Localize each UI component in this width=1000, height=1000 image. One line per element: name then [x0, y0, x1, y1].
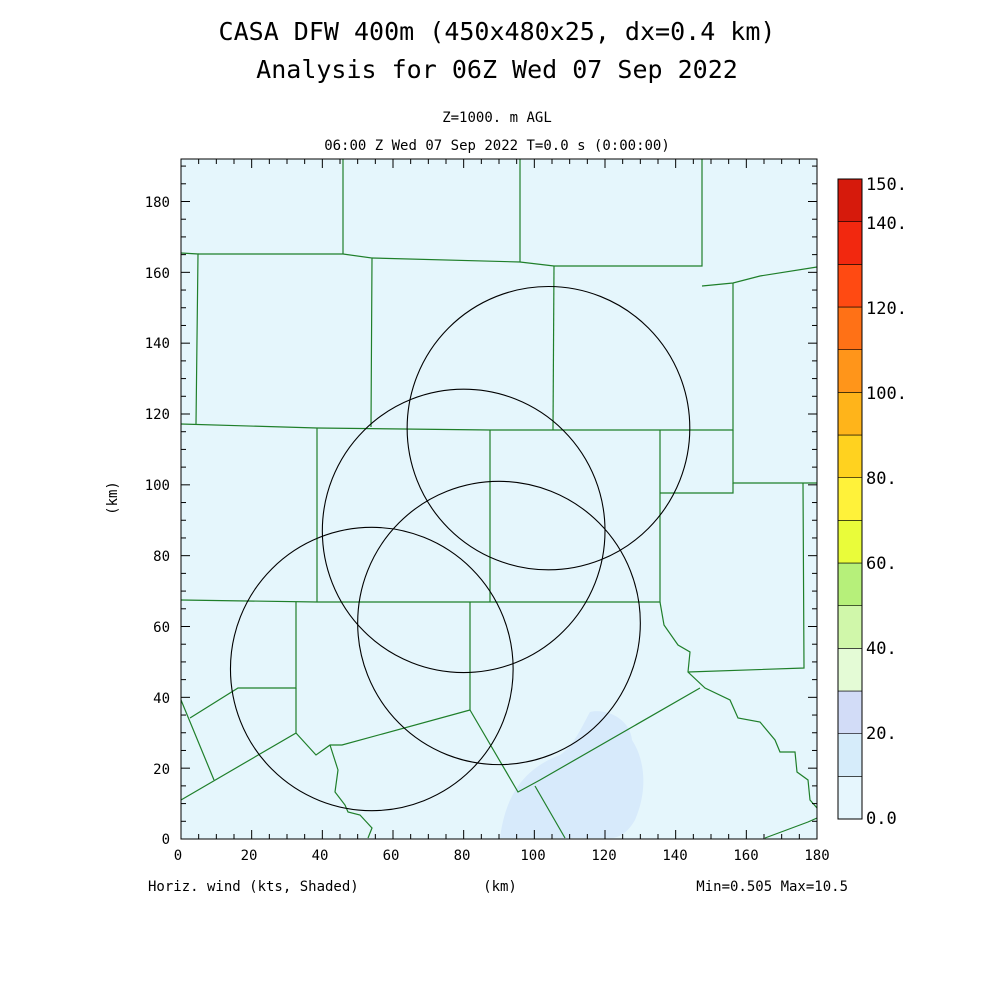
weak-wind-patch — [500, 711, 644, 838]
colorbar-swatch — [837, 690, 863, 734]
colorbar-frame — [837, 178, 863, 820]
x-tick-label: 80 — [454, 848, 471, 864]
colorbar-label: 20. — [866, 724, 897, 744]
title-line-1: CASA DFW 400m (450x480x25, dx=0.4 km) — [219, 17, 776, 46]
colorbar-label: 60. — [866, 554, 897, 574]
colorbar-swatch — [837, 776, 863, 820]
colorbar-label: 100. — [866, 384, 907, 404]
time-label: 06:00 Z Wed 07 Sep 2022 T=0.0 s (0:00:00… — [324, 138, 670, 154]
y-axis-label: (km) — [105, 481, 121, 515]
level-label: Z=1000. m AGL — [442, 110, 552, 126]
y-tick-label: 20 — [153, 762, 170, 778]
colorbar-swatch — [837, 264, 863, 308]
county-line — [764, 817, 818, 839]
y-tick-label: 140 — [145, 336, 170, 352]
x-tick-label: 180 — [804, 848, 829, 864]
x-axis-label: (km) — [483, 879, 517, 895]
county-boundaries — [180, 159, 818, 839]
y-tick-label: 60 — [153, 620, 170, 636]
x-tick-label: 0 — [174, 848, 182, 864]
colorbar-swatch — [837, 562, 863, 606]
county-line — [180, 699, 215, 781]
colorbar-swatches — [837, 178, 863, 820]
field-label: Horiz. wind (kts, Shaded) — [148, 879, 359, 895]
colorbar-label: 120. — [866, 299, 907, 319]
y-tick-label: 40 — [153, 691, 170, 707]
x-tick-label: 100 — [520, 848, 545, 864]
ring-southwest — [229, 526, 514, 812]
colorbar-label: 150. — [866, 175, 907, 195]
colorbar-label: 0.0 — [866, 809, 897, 829]
colorbar-swatch — [837, 477, 863, 521]
radar-rings — [229, 285, 691, 812]
colorbar-swatch — [837, 392, 863, 436]
colorbar-swatch — [837, 306, 863, 350]
y-tick-label: 120 — [145, 407, 170, 423]
x-tick-labels: 0 20 40 60 80 100 120 140 160 180 — [174, 848, 830, 864]
ring-east — [357, 480, 641, 766]
title-line-2: Analysis for 06Z Wed 07 Sep 2022 — [256, 55, 738, 84]
county-line — [732, 430, 817, 484]
colorbar-swatch — [837, 221, 863, 265]
y-tick-labels: 0 20 40 60 80 100 120 140 160 180 — [145, 195, 170, 848]
county-line — [552, 265, 555, 431]
x-tick-label: 120 — [591, 848, 616, 864]
county-line — [198, 253, 373, 428]
colorbar-swatch — [837, 733, 863, 777]
y-tick-label: 80 — [153, 549, 170, 565]
y-tick-label: 0 — [162, 832, 170, 848]
colorbar-swatch — [837, 648, 863, 692]
x-tick-label: 60 — [383, 848, 400, 864]
y-tick-label: 160 — [145, 266, 170, 282]
colorbar-swatch — [837, 605, 863, 649]
wind-field-background — [181, 159, 817, 839]
county-line — [534, 785, 566, 839]
colorbar-swatch — [837, 349, 863, 393]
x-tick-label: 140 — [662, 848, 687, 864]
min-max-label: Min=0.505 Max=10.5 — [696, 879, 848, 895]
x-tick-label: 20 — [241, 848, 258, 864]
y-tick-label: 100 — [145, 478, 170, 494]
colorbar-swatch — [837, 520, 863, 564]
axis-ticks — [180, 159, 818, 840]
ring-center — [321, 388, 606, 674]
county-line — [660, 483, 734, 494]
county-line — [189, 602, 297, 719]
colorbar-label: 140. — [866, 214, 907, 234]
county-line — [687, 482, 805, 673]
x-tick-label: 160 — [733, 848, 758, 864]
colorbar: 0.0 20. 40. 60. 80. 100. 120. 140. 150. — [837, 175, 907, 829]
colorbar-swatch — [837, 178, 863, 222]
map-plot — [180, 158, 818, 840]
county-line — [295, 602, 471, 756]
county-line — [659, 601, 818, 809]
county-line — [701, 266, 818, 287]
y-tick-label: 180 — [145, 195, 170, 211]
county-line — [469, 687, 701, 793]
colorbar-swatch — [837, 434, 863, 478]
colorbar-label: 40. — [866, 639, 897, 659]
x-tick-label: 40 — [312, 848, 329, 864]
ring-northeast — [406, 285, 691, 571]
colorbar-label: 80. — [866, 469, 897, 489]
